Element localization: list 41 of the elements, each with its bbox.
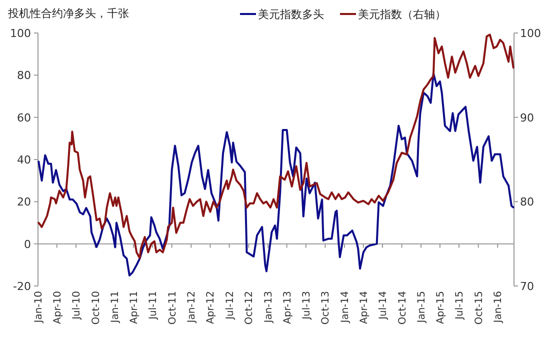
y-tick-label: -20 [13, 280, 31, 293]
y-tick-label: 40 [17, 154, 31, 166]
x-tick-label: Apr-15 [435, 291, 446, 324]
x-tick-label: Oct-10 [90, 291, 102, 325]
x-tick-label: Oct-13 [320, 291, 332, 325]
x-tick-label: Apr-13 [282, 291, 294, 324]
y2-tick-label: 80 [520, 196, 534, 209]
x-tick-label: Apr-11 [128, 291, 140, 324]
x-tick-label: Oct-14 [397, 291, 408, 325]
x-tick-label: Jul-15 [454, 291, 466, 320]
x-tick-label: Jan-12 [186, 291, 198, 324]
x-tick-label: Jul-13 [301, 291, 312, 320]
y2-tick-label: 70 [520, 280, 534, 293]
x-tick-label: Jul-14 [378, 291, 389, 320]
x-tick-label: Apr-14 [358, 291, 370, 324]
x-tick-label: Jul-10 [71, 291, 82, 320]
x-tick-label: Oct-11 [167, 291, 178, 325]
y-tick-label: 20 [17, 196, 31, 209]
y2-tick-label: 100 [520, 27, 541, 40]
x-tick-label: Oct-15 [474, 291, 485, 325]
chart-title: 投机性合约净多头，千张 [7, 7, 129, 20]
y-tick-label: 0 [24, 238, 31, 251]
x-tick-label: Jan-10 [34, 291, 44, 324]
y-tick-label: 80 [17, 69, 31, 82]
x-tick-label: Jan-16 [493, 291, 504, 324]
x-tick-label: Apr-12 [206, 291, 217, 324]
x-tick-label: Jul-11 [148, 291, 160, 320]
x-tick-label: Jan-13 [263, 291, 274, 324]
x-tick-label: Jul-12 [224, 291, 236, 320]
x-tick-label: Jan-11 [110, 291, 122, 324]
x-tick-label: Apr-10 [52, 291, 64, 324]
legend-label: 美元指数（右轴） [358, 8, 446, 21]
line-series [38, 72, 514, 276]
x-tick-label: Jan-15 [416, 291, 428, 324]
x-tick-label: Jan-14 [340, 291, 351, 324]
line-series [38, 34, 514, 260]
legend-label: 美元指数多头 [258, 8, 324, 21]
y-tick-label: 60 [17, 111, 31, 124]
x-tick-label: Oct-12 [244, 291, 256, 325]
y-tick-label: 100 [10, 27, 31, 40]
y2-tick-label: 90 [520, 111, 534, 124]
